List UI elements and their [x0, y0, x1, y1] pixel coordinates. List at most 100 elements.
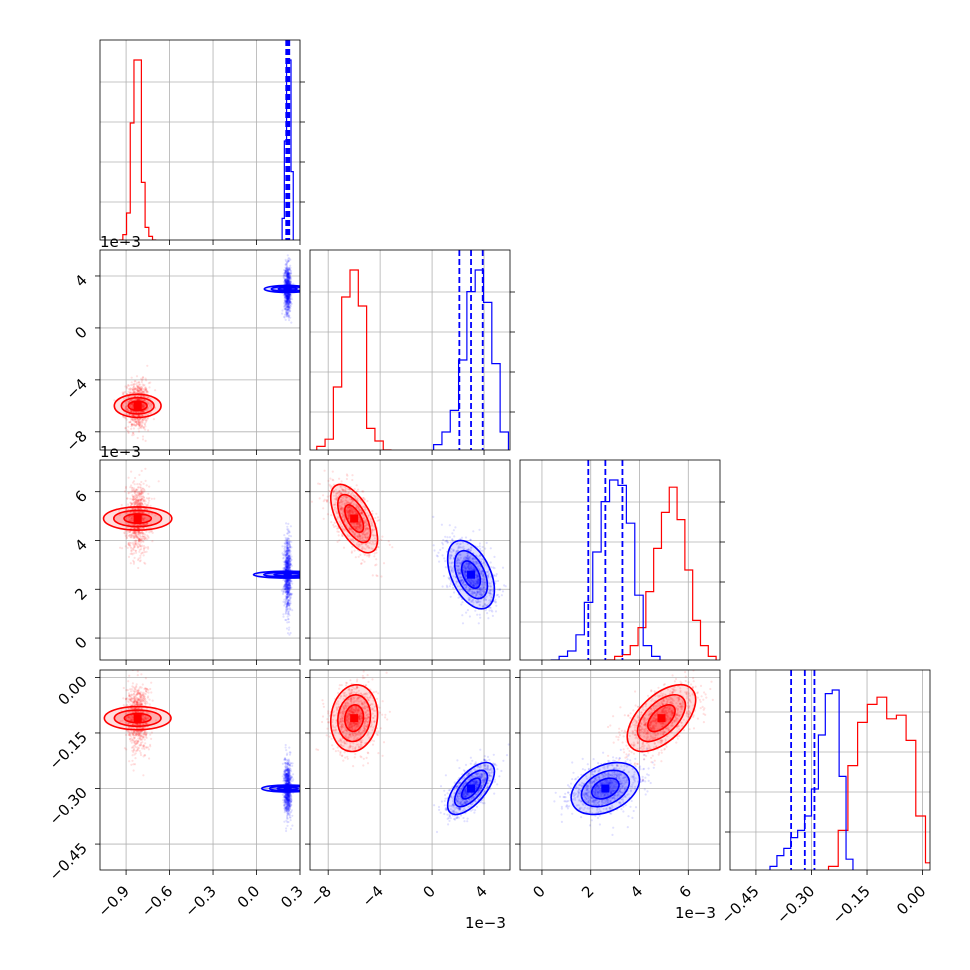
- sample-point: [371, 524, 374, 527]
- sample-point: [283, 292, 287, 296]
- sample-point: [287, 273, 290, 276]
- sample-point: [287, 297, 290, 300]
- sample-point: [138, 387, 142, 390]
- sample-point: [138, 411, 141, 414]
- sample-point: [150, 403, 153, 406]
- sample-point: [285, 581, 288, 584]
- sample-point: [133, 531, 136, 534]
- sample-point: [286, 566, 289, 569]
- sample-point: [147, 382, 150, 385]
- sample-point: [287, 621, 291, 624]
- sample-point: [288, 546, 291, 549]
- sample-point: [134, 543, 137, 546]
- sample-point: [286, 547, 289, 551]
- sample-point: [131, 399, 134, 402]
- sample-point: [287, 295, 290, 298]
- sample-point: [287, 293, 291, 296]
- sample-point: [287, 600, 290, 603]
- sample-point: [132, 535, 135, 538]
- sample-point: [134, 418, 137, 421]
- sample-point: [286, 301, 289, 304]
- sample-point: [129, 399, 132, 402]
- sample-point: [142, 405, 145, 408]
- sample-point: [366, 554, 369, 557]
- sample-point: [129, 387, 132, 390]
- sample-point: [286, 297, 289, 300]
- sample-point: [133, 532, 136, 535]
- sample-point: [151, 540, 154, 543]
- sample-point: [137, 385, 140, 388]
- sample-point: [358, 534, 361, 537]
- sample-point: [288, 548, 291, 551]
- sample-point: [352, 538, 355, 541]
- sample-point: [364, 526, 367, 530]
- sample-point: [284, 281, 287, 284]
- sample-point: [285, 299, 288, 302]
- sample-point: [347, 487, 350, 490]
- sample-point: [285, 312, 288, 315]
- sample-point: [146, 416, 149, 419]
- sample-point: [283, 299, 286, 303]
- sample-point: [344, 487, 348, 490]
- sample-point: [288, 531, 291, 534]
- sample-point: [285, 538, 288, 541]
- sample-point: [348, 528, 351, 531]
- sample-point: [289, 558, 292, 561]
- sample-point: [286, 562, 289, 565]
- sample-point: [284, 568, 287, 571]
- sample-point: [285, 305, 288, 308]
- sample-point: [286, 585, 290, 588]
- sample-point: [137, 390, 140, 393]
- sample-point: [348, 510, 352, 513]
- sample-point: [285, 581, 288, 585]
- sample-point: [364, 536, 367, 539]
- sample-point: [132, 510, 136, 514]
- sample-point: [283, 545, 286, 548]
- sample-point: [286, 532, 289, 535]
- sample-point: [285, 300, 289, 303]
- sample-point: [291, 592, 294, 596]
- sample-point: [332, 523, 335, 527]
- sample-point: [127, 543, 130, 546]
- sample-point: [134, 494, 137, 497]
- sample-point: [283, 298, 287, 301]
- sample-point: [285, 566, 288, 569]
- sample-point: [287, 276, 290, 279]
- sample-point: [343, 517, 346, 521]
- sample-point: [130, 470, 133, 473]
- sample-point: [139, 425, 142, 428]
- sample-point: [137, 414, 141, 417]
- sample-point: [283, 299, 286, 302]
- sample-point: [136, 387, 139, 390]
- sample-point: [371, 574, 374, 577]
- sample-point: [147, 547, 150, 550]
- sample-point: [133, 501, 136, 505]
- sample-point: [360, 528, 363, 531]
- sample-point: [127, 390, 130, 393]
- sample-point: [284, 603, 287, 606]
- sample-point: [284, 300, 287, 303]
- sample-point: [341, 512, 344, 515]
- sample-point: [127, 534, 130, 537]
- sample-point: [344, 485, 347, 489]
- sample-point: [287, 299, 290, 302]
- sample-point: [134, 418, 137, 421]
- sample-point: [131, 495, 135, 498]
- sample-point: [341, 512, 344, 515]
- sample-point: [284, 554, 287, 557]
- sample-point: [363, 533, 366, 536]
- sample-point: [280, 589, 283, 592]
- sample-point: [139, 398, 142, 401]
- sample-point: [357, 522, 360, 525]
- sample-point: [132, 427, 135, 430]
- sample-point: [349, 502, 353, 505]
- sample-point: [283, 554, 286, 557]
- sample-point: [287, 294, 290, 297]
- sample-point: [118, 513, 121, 517]
- sample-point: [288, 295, 291, 298]
- sample-point: [135, 398, 138, 401]
- sample-point: [284, 279, 287, 282]
- sample-point: [133, 503, 136, 506]
- sample-point: [357, 545, 360, 548]
- sample-point: [131, 406, 134, 409]
